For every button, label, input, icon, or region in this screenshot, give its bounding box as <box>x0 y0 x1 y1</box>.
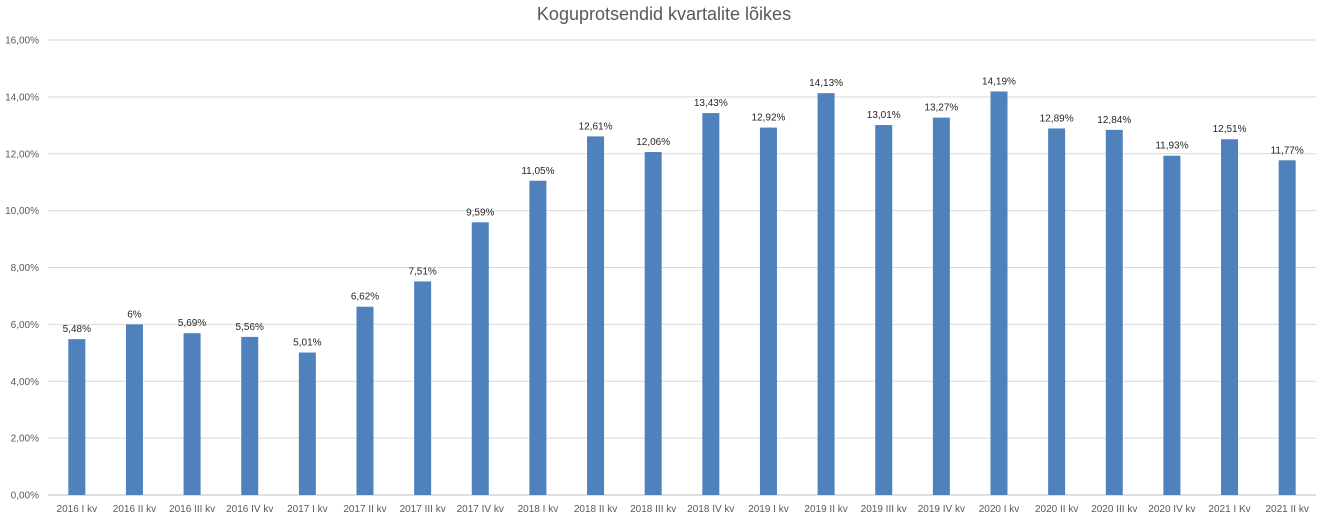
chart-title: Koguprotsendid kvartalite lõikes <box>536 4 792 24</box>
x-tick-label: 2020 III kv <box>1091 504 1137 515</box>
data-label: 11,77% <box>1271 145 1304 156</box>
y-tick-label: 6,00% <box>11 320 39 331</box>
x-tick-label: 2018 I kv <box>518 504 559 515</box>
x-tick-label: 2016 I kv <box>57 504 98 515</box>
bar[interactable] <box>932 117 950 496</box>
bar[interactable] <box>817 93 835 495</box>
bar[interactable] <box>356 306 374 495</box>
x-tick-label: 2020 IV kv <box>1148 504 1195 515</box>
x-tick-label: 2021 I Kv <box>1208 504 1250 515</box>
x-tick-label: 2019 I kv <box>748 504 789 515</box>
bar[interactable] <box>298 352 316 495</box>
data-label: 13,27% <box>924 103 958 114</box>
data-label: 12,92% <box>751 113 785 124</box>
bar[interactable] <box>414 281 432 495</box>
bar[interactable] <box>241 336 259 495</box>
bar[interactable] <box>702 113 720 495</box>
y-tick-label: 0,00% <box>11 491 39 502</box>
data-label: 12,06% <box>636 137 670 148</box>
x-tick-label: 2021 II kv <box>1266 504 1309 515</box>
bar[interactable] <box>644 152 662 495</box>
x-tick-label: 2016 II kv <box>113 504 156 515</box>
bar[interactable] <box>1163 155 1181 495</box>
bar[interactable] <box>68 339 86 495</box>
bar[interactable] <box>529 180 547 495</box>
bar[interactable] <box>759 127 777 496</box>
data-label: 5,48% <box>63 324 91 335</box>
x-tick-label: 2018 II kv <box>574 504 617 515</box>
bar[interactable] <box>183 333 201 495</box>
data-label: 13,01% <box>867 110 901 121</box>
data-label: 12,61% <box>579 121 613 132</box>
y-tick-label: 12,00% <box>5 149 39 160</box>
bar[interactable] <box>1221 139 1239 495</box>
data-label: 5,56% <box>236 322 264 333</box>
bar[interactable] <box>990 91 1008 496</box>
y-tick-label: 16,00% <box>5 36 39 47</box>
bar[interactable] <box>1105 129 1123 496</box>
data-label: 12,89% <box>1040 113 1074 124</box>
x-tick-label: 2017 III kv <box>400 504 446 515</box>
bar[interactable] <box>875 125 893 495</box>
data-label: 5,01% <box>293 338 321 349</box>
x-tick-label: 2020 I kv <box>979 504 1020 515</box>
x-tick-label: 2017 II kv <box>343 504 386 515</box>
data-label: 14,13% <box>809 78 843 89</box>
data-label: 14,19% <box>982 76 1016 87</box>
data-label: 9,59% <box>466 207 494 218</box>
data-label: 12,51% <box>1213 124 1247 135</box>
x-tick-label: 2016 IV kv <box>226 504 273 515</box>
data-label: 6% <box>127 309 142 320</box>
data-label: 12,84% <box>1097 115 1131 126</box>
x-tick-label: 2017 IV kv <box>457 504 504 515</box>
y-tick-label: 2,00% <box>11 434 39 445</box>
y-tick-label: 10,00% <box>5 206 39 217</box>
data-label: 11,93% <box>1155 141 1188 152</box>
bar[interactable] <box>1278 160 1296 495</box>
y-tick-label: 8,00% <box>11 263 39 274</box>
bar[interactable] <box>1048 128 1066 496</box>
x-tick-label: 2018 III kv <box>630 504 676 515</box>
x-tick-label: 2018 IV kv <box>687 504 734 515</box>
bar[interactable] <box>471 222 489 496</box>
data-label: 11,05% <box>521 166 554 177</box>
bar[interactable] <box>125 324 143 495</box>
data-label: 5,69% <box>178 318 206 329</box>
y-tick-label: 14,00% <box>5 92 39 103</box>
data-label: 7,51% <box>408 266 436 277</box>
x-tick-label: 2019 IV kv <box>918 504 965 515</box>
x-tick-label: 2017 I kv <box>287 504 328 515</box>
x-tick-label: 2019 III kv <box>861 504 907 515</box>
x-tick-label: 2016 III kv <box>169 504 215 515</box>
y-tick-label: 4,00% <box>11 377 39 388</box>
x-tick-label: 2020 II kv <box>1035 504 1078 515</box>
bar[interactable] <box>587 136 605 495</box>
data-label: 13,43% <box>694 98 728 109</box>
data-label: 6,62% <box>351 292 379 303</box>
x-tick-label: 2019 II kv <box>804 504 847 515</box>
